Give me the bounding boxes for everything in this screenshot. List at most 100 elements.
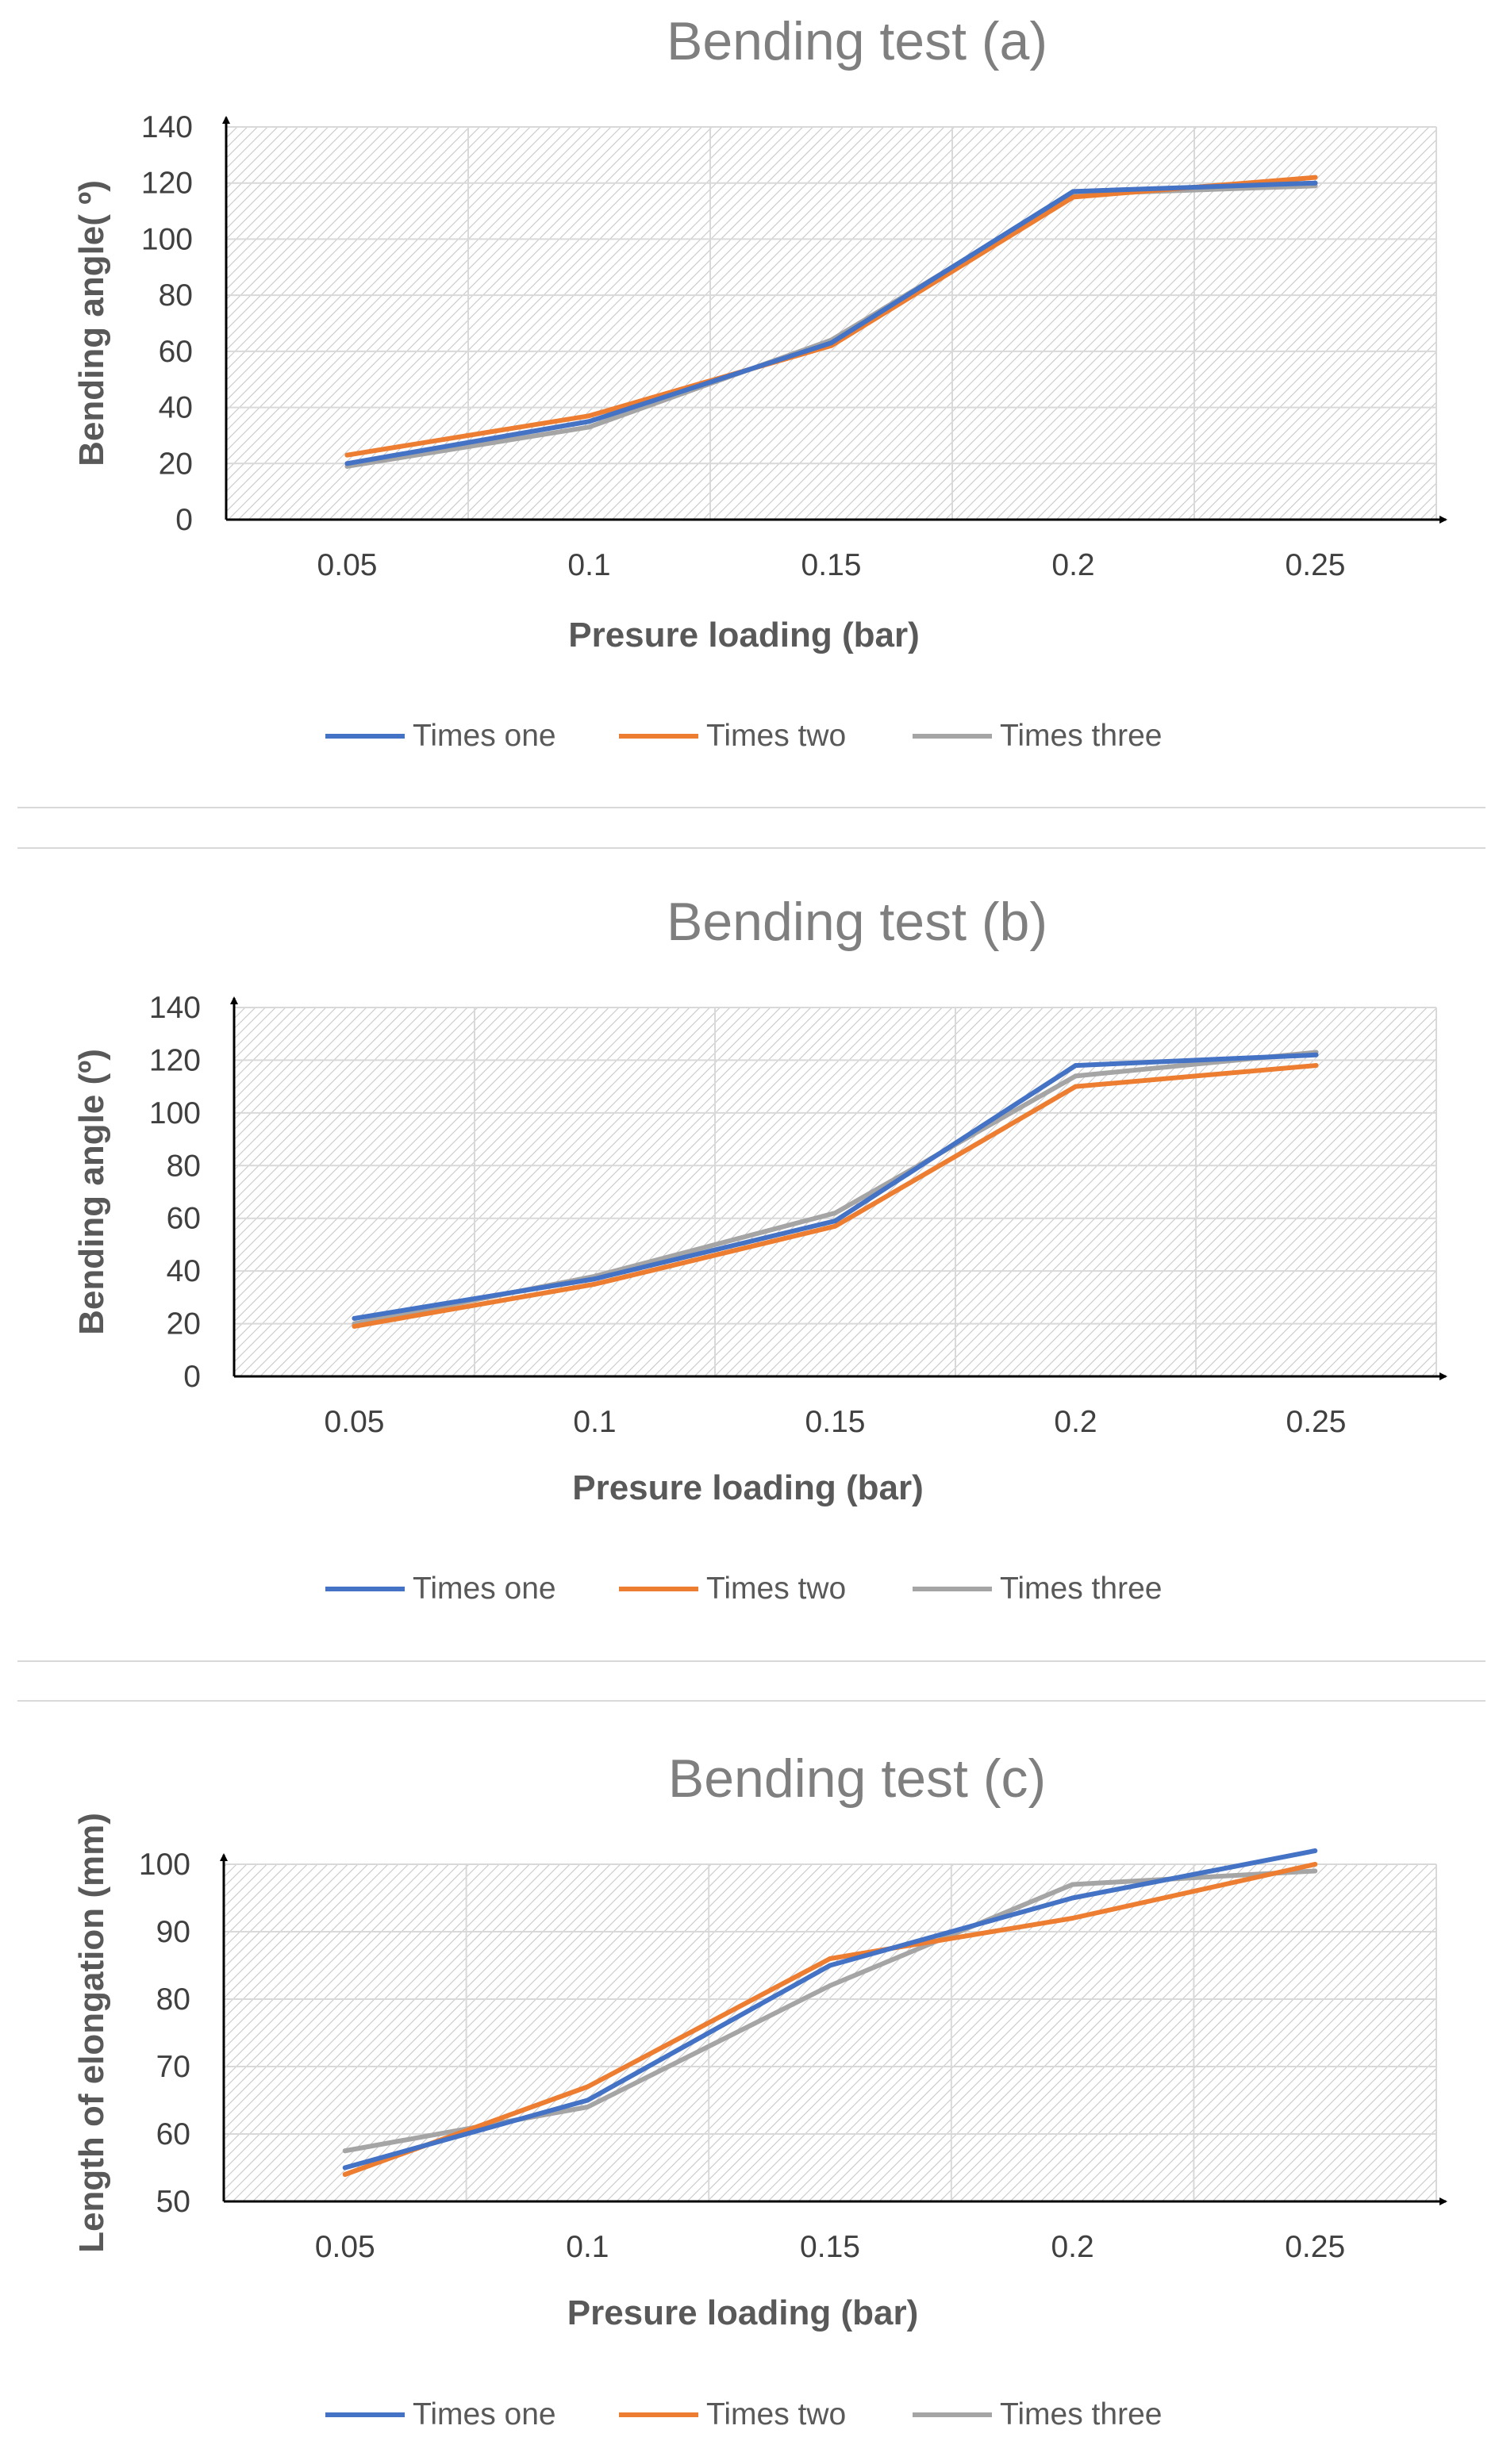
data-point	[1073, 1063, 1078, 1069]
legend-item-times-two[interactable]: Times two	[619, 2397, 846, 2431]
data-point	[1313, 1052, 1319, 1057]
data-point	[1073, 1073, 1078, 1079]
legend-item-times-three[interactable]: Times three	[913, 719, 1162, 753]
y-tick-label: 0	[175, 503, 193, 537]
y-tick-label: 40	[167, 1254, 201, 1288]
data-point	[585, 2105, 590, 2109]
x-tick-label: 0.15	[805, 1405, 866, 1439]
x-tick-label: 0.05	[317, 548, 378, 582]
x-tick-label: 0.15	[801, 548, 862, 582]
legend-label: Times three	[1000, 719, 1162, 753]
data-point	[832, 1223, 838, 1229]
legend-label: Times two	[706, 719, 846, 753]
data-point	[342, 2148, 348, 2154]
data-point	[1070, 194, 1076, 200]
y-tick-label: 60	[167, 1202, 201, 1236]
y-tick-label: 90	[156, 1915, 190, 1949]
chart-bending-test-a: Bending test (a) 0 20 40 60 80 100 120 140 0.05 0.…	[72, 11, 1447, 753]
data-point	[585, 2084, 590, 2090]
chart-separator-bottom	[17, 1700, 1486, 1702]
x-tick-label: 0.05	[315, 2230, 375, 2264]
data-point	[1313, 1868, 1318, 1874]
data-point	[828, 340, 834, 346]
data-point	[1313, 180, 1318, 186]
legend-label: Times two	[706, 1572, 846, 1606]
chart-bending-test-b: Bending test (b) 0 20 40 60 80 100 120 140 0.05 0.…	[72, 892, 1447, 1606]
y-tick-label: 100	[139, 1848, 190, 1882]
legend-label: Times three	[1000, 1572, 1162, 1606]
plot-area	[234, 1007, 1436, 1376]
chart-title: Bending test (c)	[668, 1748, 1046, 1809]
legend-item-times-two[interactable]: Times two	[619, 1572, 846, 1606]
legend-item-times-one[interactable]: Times one	[325, 2397, 556, 2431]
legend-item-times-one[interactable]: Times one	[325, 1572, 556, 1606]
x-tick-label: 0.25	[1285, 2230, 1345, 2264]
data-point	[586, 424, 592, 430]
legend-item-times-one[interactable]: Times one	[325, 719, 556, 753]
chart-title: Bending test (b)	[667, 892, 1047, 952]
data-point	[344, 452, 350, 458]
x-tick-label: 0.05	[325, 1405, 385, 1439]
chart-separator-top	[17, 1660, 1486, 1662]
y-axis-title: Bending angle (º)	[72, 1049, 111, 1335]
y-tick-label: 140	[149, 991, 201, 1025]
y-tick-label: 140	[141, 110, 193, 144]
x-tick-label: 0.1	[573, 1405, 616, 1439]
chart-separator-bottom	[17, 847, 1486, 849]
x-axis-title: Presure loading (bar)	[568, 616, 920, 654]
data-point	[352, 1323, 357, 1329]
data-point	[342, 2165, 348, 2170]
y-axis-title: Bending angle( º)	[72, 180, 111, 466]
y-tick-label: 60	[159, 335, 193, 369]
chart-title: Bending test (a)	[667, 11, 1047, 71]
x-tick-label: 0.2	[1051, 2230, 1094, 2264]
y-tick-label: 80	[159, 278, 193, 313]
chart-bending-test-c: Bending test (c) 50 60 70 80 90 100 0.05 0.1 0.15…	[72, 1748, 1447, 2431]
x-tick-label: 0.2	[1051, 548, 1094, 582]
y-tick-label: 20	[167, 1307, 201, 1341]
y-tick-label: 100	[141, 222, 193, 256]
data-point	[1313, 1862, 1318, 1867]
data-point	[828, 1983, 832, 1988]
data-point	[592, 1276, 598, 1282]
data-point	[832, 1211, 838, 1216]
y-axis-title: Length of elongation (mm)	[72, 1813, 111, 2253]
data-point	[586, 413, 592, 419]
y-tick-label: 80	[167, 1149, 201, 1183]
data-point	[828, 1963, 832, 1968]
y-tick-label: 70	[156, 2050, 190, 2084]
legend-label: Times one	[413, 1572, 556, 1606]
y-tick-label: 0	[183, 1360, 201, 1394]
data-point	[1070, 189, 1076, 194]
x-tick-label: 0.25	[1286, 548, 1346, 582]
data-point	[342, 2172, 348, 2177]
data-point	[828, 1956, 832, 1961]
data-point	[1070, 1895, 1075, 1901]
x-tick-label: 0.2	[1054, 1405, 1097, 1439]
data-point	[1313, 175, 1318, 180]
x-axis-title: Presure loading (bar)	[567, 2293, 919, 2332]
y-tick-label: 80	[156, 1982, 190, 2017]
legend-item-times-three[interactable]: Times three	[913, 2397, 1162, 2431]
data-point	[1073, 1084, 1078, 1089]
x-tick-label: 0.25	[1286, 1405, 1347, 1439]
data-point	[1313, 1848, 1318, 1853]
y-tick-label: 40	[159, 391, 193, 425]
data-point	[586, 419, 592, 424]
y-tick-label: 120	[149, 1043, 201, 1077]
x-tick-label: 0.1	[567, 548, 610, 582]
y-tick-label: 50	[156, 2185, 190, 2219]
data-point	[832, 1219, 838, 1224]
chart-separator-top	[17, 807, 1486, 808]
legend-label: Times one	[413, 719, 556, 753]
data-point	[352, 1315, 357, 1321]
legend-item-times-three[interactable]: Times three	[913, 1572, 1162, 1606]
x-tick-label: 0.15	[800, 2230, 860, 2264]
data-point	[1070, 1916, 1075, 1921]
y-tick-label: 20	[159, 447, 193, 481]
legend-item-times-two[interactable]: Times two	[619, 719, 846, 753]
legend-label: Times three	[1000, 2397, 1162, 2431]
x-tick-label: 0.1	[566, 2230, 609, 2264]
data-point	[585, 2097, 590, 2103]
y-tick-label: 60	[156, 2117, 190, 2151]
